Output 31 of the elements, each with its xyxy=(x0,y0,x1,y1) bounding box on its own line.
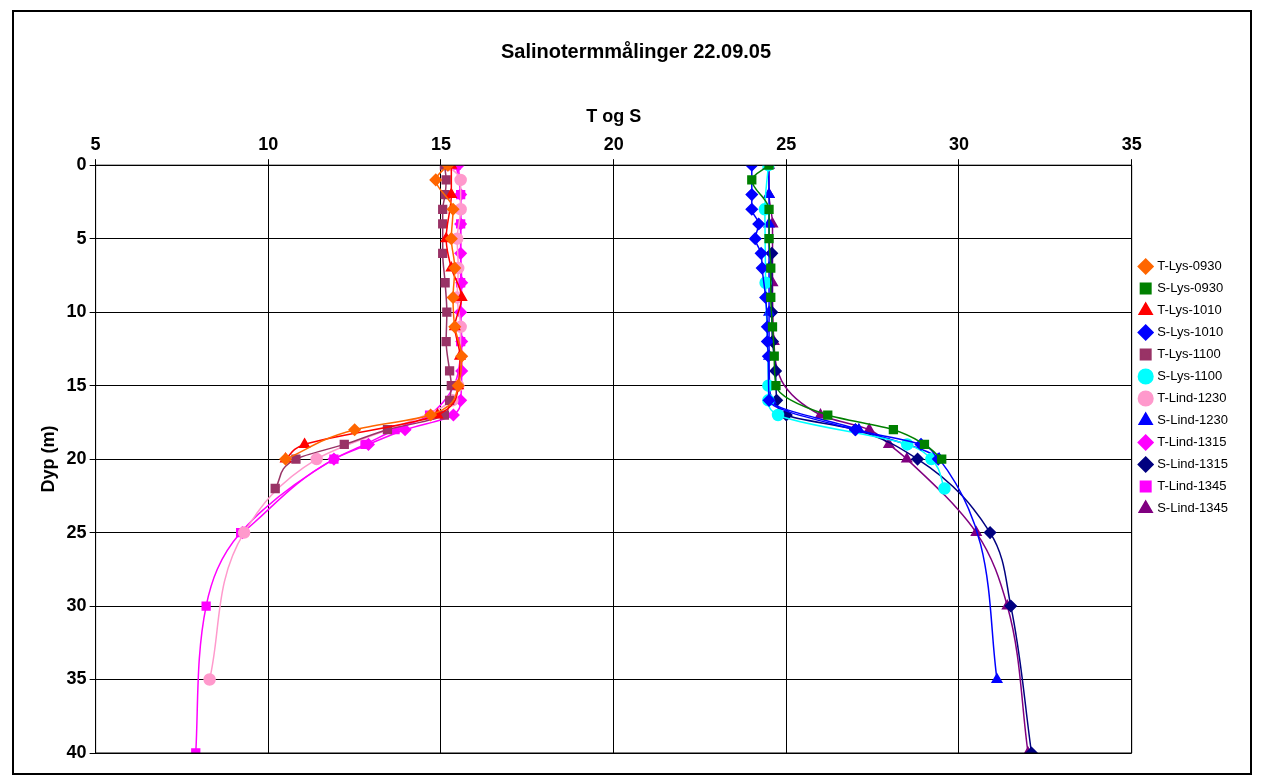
legend-label: T-Lind-1345 xyxy=(1157,478,1227,494)
legend-label: S-Lys-1100 xyxy=(1157,368,1223,384)
y-tick-label: 5 xyxy=(76,227,87,248)
x-tick-label: 25 xyxy=(776,134,797,155)
y-axis-title: Dyp (m) xyxy=(37,425,58,493)
legend-label: T-Lys-0930 xyxy=(1157,258,1222,274)
x-tick-label: 5 xyxy=(90,134,101,155)
y-tick-label: 35 xyxy=(66,668,87,689)
legend-label: S-Lind-1345 xyxy=(1157,500,1228,516)
legend-label: T-Lind-1315 xyxy=(1157,434,1227,450)
legend-label: S-Lys-1010 xyxy=(1157,324,1224,340)
y-tick-label: 15 xyxy=(66,374,87,395)
legend-label: S-Lind-1315 xyxy=(1157,456,1228,472)
y-tick-label: 0 xyxy=(76,154,87,175)
y-tick-label: 10 xyxy=(66,301,87,322)
x-tick-label: 30 xyxy=(948,134,970,155)
y-tick-label: 30 xyxy=(66,595,87,616)
x-tick-label: 35 xyxy=(1121,134,1142,155)
legend-label: T-Lind-1230 xyxy=(1157,390,1227,406)
legend-label: T-Lys-1100 xyxy=(1157,346,1221,362)
x-tick-label: 10 xyxy=(258,134,279,155)
legend-label: S-Lys-0930 xyxy=(1157,280,1224,296)
x-axis-title: T og S xyxy=(586,105,642,126)
x-tick-label: 20 xyxy=(603,134,624,155)
legend-label: S-Lind-1230 xyxy=(1157,412,1228,428)
chart-title: Salinotermmålinger 22.09.05 xyxy=(500,39,772,62)
y-tick-label: 25 xyxy=(66,521,87,542)
x-tick-label: 15 xyxy=(430,134,451,155)
y-tick-label: 40 xyxy=(66,741,87,762)
legend-label: T-Lys-1010 xyxy=(1157,302,1222,318)
y-tick-label: 20 xyxy=(66,448,87,469)
